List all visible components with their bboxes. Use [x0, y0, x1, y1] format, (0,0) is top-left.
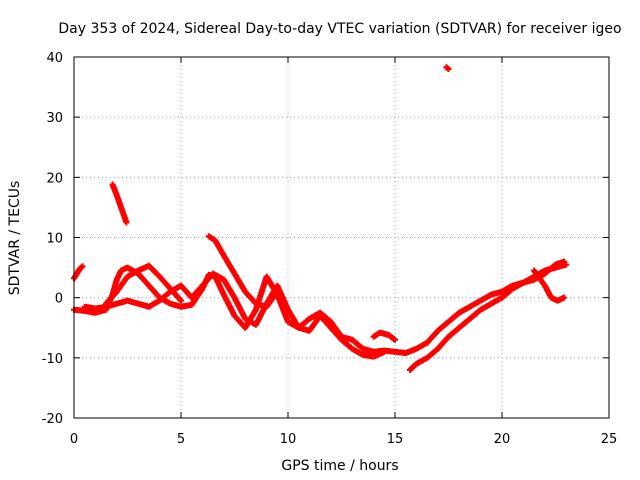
data-point — [445, 66, 452, 73]
x-tick-label: 20 — [494, 432, 511, 447]
x-tick-label: 15 — [387, 432, 404, 447]
data-point — [272, 291, 279, 298]
series-arc-main-2 — [81, 270, 388, 360]
series-arc-humps — [103, 262, 184, 307]
data-series — [71, 64, 570, 373]
ticks: 0 5 10 15 20 25 -20 -10 0 10 20 30 40 — [42, 51, 618, 447]
y-tick-label: 20 — [46, 171, 63, 186]
x-tick-label: 5 — [177, 432, 185, 447]
data-point — [123, 219, 130, 226]
series-arc-steep-mid — [205, 233, 279, 310]
series-outlier — [443, 64, 452, 73]
y-axis-label: SDTVAR / TECUs — [7, 181, 23, 296]
y-tick-label: -10 — [42, 352, 63, 367]
y-tick-label: 40 — [46, 51, 63, 66]
data-point — [392, 336, 398, 343]
y-tick-label: 30 — [46, 111, 63, 126]
data-point — [178, 297, 184, 304]
data-point — [561, 258, 568, 265]
x-axis-label: GPS time / hours — [281, 458, 398, 474]
data-point — [381, 348, 388, 355]
y-tick-label: 0 — [55, 292, 63, 307]
data-point — [561, 294, 568, 301]
chart-title: Day 353 of 2024, Sidereal Day-to-day VTE… — [58, 21, 621, 37]
x-tick-label: 10 — [280, 432, 297, 447]
series-arc-short-dip — [370, 329, 398, 343]
data-point — [563, 261, 570, 268]
x-tick-label: 25 — [601, 432, 618, 447]
data-point — [79, 263, 86, 270]
y-tick-label: 10 — [46, 232, 63, 247]
series-arc-late-rise — [406, 258, 568, 373]
x-tick-label: 0 — [70, 432, 78, 447]
series-arc-early-rise — [71, 263, 86, 282]
y-tick-label: -20 — [42, 412, 63, 427]
series-arc-late-tail — [531, 267, 568, 304]
series-arc-steep-early — [109, 181, 130, 226]
grid — [74, 57, 609, 418]
